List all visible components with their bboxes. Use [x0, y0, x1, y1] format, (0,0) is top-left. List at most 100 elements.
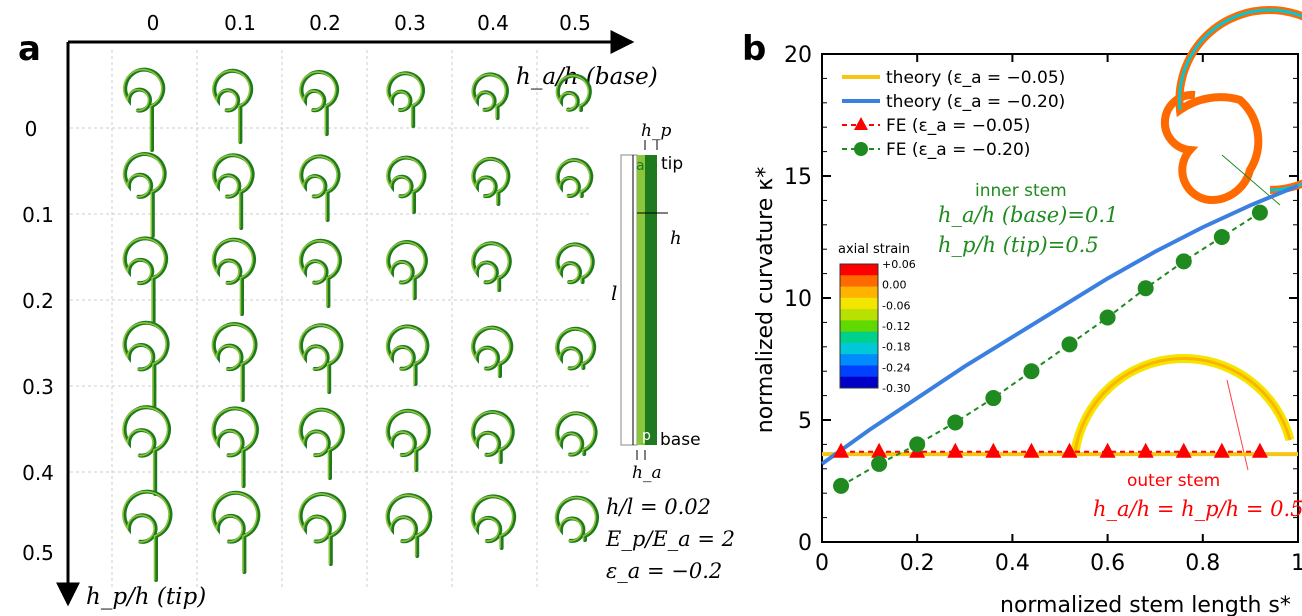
stem-passive	[298, 407, 345, 480]
stem-passive	[555, 411, 598, 457]
legend-item: FE (ε_a = −0.20)	[842, 140, 1030, 160]
stem-glyph	[122, 67, 166, 152]
stem-active	[211, 238, 254, 315]
stem-glyph	[555, 158, 594, 198]
y-tick-label: 15	[784, 165, 812, 190]
stem-active	[211, 154, 252, 229]
stem-passive	[212, 237, 256, 316]
schematic-outline	[620, 154, 638, 446]
colorbar-swatch	[840, 331, 878, 344]
legend-label: FE (ε_a = −0.05)	[886, 116, 1030, 136]
stem-active	[386, 156, 424, 213]
stem-active	[299, 71, 337, 135]
stem-glyph	[385, 493, 433, 558]
legend-label: theory (ε_a = −0.20)	[886, 92, 1065, 112]
stem-active	[555, 243, 593, 283]
stem-passive	[123, 236, 169, 324]
stem-glyph	[211, 237, 256, 316]
data-point-triangle	[871, 442, 888, 458]
x-tick-label: 0.6	[1090, 551, 1125, 576]
schematic-tip-label: tip	[661, 154, 683, 174]
data-point-triangle	[833, 442, 850, 458]
colorbar-swatch	[840, 286, 878, 299]
stem-active	[555, 159, 591, 197]
strain-colorbar: axial strain +0.06 0.00 -0.06 -0.12 -0.18 -0.…	[838, 242, 916, 395]
stem-schematic: h_p tip a h l p base h_a	[611, 121, 701, 483]
stem-glyph	[298, 407, 345, 480]
stem-active	[211, 407, 257, 487]
stem-glyph	[554, 495, 599, 543]
legend-item: theory (ε_a = −0.20)	[842, 92, 1065, 112]
stem-passive	[122, 489, 173, 582]
stem-passive	[386, 408, 431, 472]
colorbar-title: axial strain	[838, 242, 910, 257]
x-axis-label: normalized stem length s*	[1000, 593, 1291, 616]
colorbar-swatch	[840, 264, 878, 276]
stem-active	[211, 323, 255, 401]
data-point-triangle	[1023, 442, 1040, 458]
inner-stem-annotation: inner stem h_a/h (base)=0.1 h_p/h (tip)=…	[938, 181, 1118, 257]
stem-glyph	[471, 156, 511, 206]
stem-active	[298, 240, 340, 307]
colorbar-swatch	[840, 342, 878, 355]
row-tick: 0.5	[22, 541, 54, 565]
inner-stem-inner-layer	[1177, 8, 1302, 192]
data-point-triangle	[947, 442, 964, 458]
stem-passive	[555, 495, 599, 543]
colorbar-swatch	[840, 365, 878, 378]
col-tick: 0.1	[224, 11, 256, 35]
data-point-circle	[947, 414, 964, 431]
stem-passive	[211, 322, 258, 402]
col-tick: 0.3	[394, 11, 426, 35]
stem-passive	[471, 156, 511, 206]
stem-active	[554, 412, 595, 456]
panel-a-params: h/l = 0.02 E_p/E_a = 2 ε_a = −0.2	[605, 495, 735, 583]
panel-a-label: a	[18, 29, 41, 69]
stem-glyph	[299, 154, 341, 222]
series-1	[820, 183, 1299, 466]
stem-passive	[212, 68, 254, 144]
stem-glyph	[299, 70, 340, 136]
series-line	[820, 183, 1299, 466]
outer-stem-line1: h_a/h = h_p/h = 0.5	[1093, 497, 1302, 521]
x-tick-label: 0.2	[900, 551, 935, 576]
panel-b-label: b	[742, 29, 766, 69]
stem-passive	[123, 67, 166, 152]
data-point-circle	[1061, 336, 1078, 353]
row-tick: 0.2	[22, 289, 54, 313]
stem-glyph	[471, 241, 512, 292]
y-tick-label: 5	[798, 409, 812, 434]
chart-series	[820, 183, 1299, 494]
schematic-hp-label: h_p	[641, 121, 671, 141]
stem-active	[211, 492, 258, 573]
axis-ticks	[821, 53, 1299, 543]
legend-label: theory (ε_a = −0.05)	[886, 68, 1065, 88]
stem-passive	[299, 154, 341, 222]
stem-active	[386, 72, 423, 127]
stem-glyph	[211, 322, 258, 402]
data-point-circle	[909, 436, 926, 453]
series-3	[833, 204, 1268, 494]
stem-active	[471, 73, 507, 119]
data-point-circle	[871, 455, 888, 472]
row-tick: 0.4	[22, 461, 54, 485]
stem-glyph	[385, 324, 430, 386]
col-tick: 0.4	[477, 11, 509, 35]
outer-stem-edge	[1073, 357, 1292, 453]
row-tick: 0.3	[22, 375, 54, 399]
schematic-a-label: a	[636, 158, 645, 174]
stem-passive	[299, 238, 342, 308]
col-tick: 0.2	[309, 11, 341, 35]
colorbar-tick: -0.06	[882, 299, 910, 312]
y-tick-label: 0	[798, 531, 812, 556]
data-point-triangle	[1175, 442, 1192, 458]
outer-stem-annotation: outer stem h_a/h = h_p/h = 0.5	[1093, 471, 1302, 521]
param-ep-ea: E_p/E_a = 2	[605, 527, 735, 551]
stem-active	[122, 153, 164, 237]
outer-stem-title: outer stem	[1127, 471, 1220, 491]
x-tick-label: 0.4	[995, 551, 1030, 576]
data-point-triangle	[1061, 442, 1078, 458]
stem-glyph	[386, 155, 427, 214]
stem-passive	[386, 324, 430, 386]
